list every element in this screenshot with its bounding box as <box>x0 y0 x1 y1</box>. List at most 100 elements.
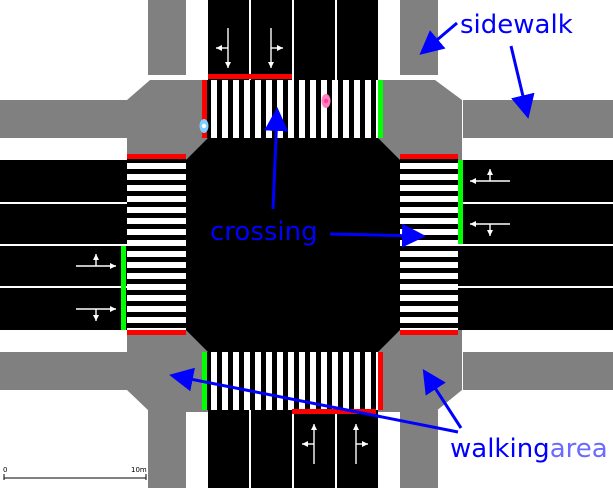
sidewalk-arrow-1 <box>419 21 458 55</box>
sidewalk <box>0 352 150 390</box>
scale-bar: 0 10m <box>3 466 147 480</box>
crossing-stripe <box>127 240 186 246</box>
pedestrian-icon <box>323 98 329 104</box>
annotation-arrows <box>169 21 535 434</box>
lane-divider <box>335 410 337 488</box>
walkingarea-label: walkingarea <box>450 434 608 464</box>
lane-arrows <box>76 28 510 464</box>
walkingarea-label-area: area <box>550 434 608 464</box>
crossing-stripe <box>127 317 186 323</box>
sidewalk <box>0 100 150 138</box>
crossing-stripe <box>400 273 458 279</box>
sidewalk <box>400 0 438 75</box>
crossing-stripe <box>400 163 458 169</box>
crossing-stripe <box>244 80 250 138</box>
lane-divider <box>292 0 294 80</box>
lane-arrow-icon <box>487 169 493 175</box>
lane-arrow-icon <box>110 263 116 269</box>
signal-bar <box>400 330 458 335</box>
crossing-stripe <box>400 174 458 180</box>
crossing-stripe <box>127 207 186 213</box>
crossing-stripe <box>233 80 239 138</box>
signal-bar <box>400 154 458 159</box>
crossing-stripe <box>321 80 327 138</box>
crossing-stripe <box>127 196 186 202</box>
lane-divider <box>292 410 294 488</box>
signal-bar <box>458 160 463 244</box>
crossing-stripe <box>400 262 458 268</box>
lane-arrow-icon <box>277 45 283 51</box>
crossing-stripe <box>354 352 360 410</box>
lane-divider <box>0 244 130 246</box>
crossing-stripe <box>321 352 327 410</box>
crossing-stripe <box>400 251 458 257</box>
crossing-stripe <box>400 306 458 312</box>
crossing-stripe <box>365 80 371 138</box>
sidewalk-arrow-2 <box>509 45 535 119</box>
crossing-stripe <box>222 80 228 138</box>
sidewalk <box>463 352 613 390</box>
crossing-stripe <box>400 229 458 235</box>
signal-bar <box>202 80 207 138</box>
crossing-stripe <box>400 295 458 301</box>
lane-divider <box>0 202 130 204</box>
crossing-stripe <box>310 352 316 410</box>
signal-bar <box>127 330 186 335</box>
lane-divider <box>249 0 251 80</box>
crossing-stripe <box>343 80 349 138</box>
crossing-stripe <box>255 352 261 410</box>
crossing-stripe <box>310 80 316 138</box>
lane-arrow-icon <box>470 178 476 184</box>
lane-arrow-icon <box>110 306 116 312</box>
crossing-arrow-2 <box>329 223 426 248</box>
crossing-stripe <box>343 352 349 410</box>
lane-divider <box>249 410 251 488</box>
crossings <box>127 80 458 410</box>
lane-arrow-icon <box>225 62 231 68</box>
crossing-stripe <box>354 80 360 138</box>
lane-arrow-icon <box>487 230 493 236</box>
lane-divider <box>335 0 337 80</box>
crossing-stripe <box>127 174 186 180</box>
scale-end-label: 10m <box>131 466 147 474</box>
crossing-stripe <box>400 196 458 202</box>
crossing-stripe <box>365 352 371 410</box>
crossing-stripe <box>244 352 250 410</box>
lane-arrow-icon <box>93 254 99 260</box>
signal-bar <box>208 74 292 79</box>
crossing-label: crossing <box>210 217 318 247</box>
crossing-stripe <box>400 185 458 191</box>
signal-bar <box>378 352 383 410</box>
crossing-stripe <box>211 352 217 410</box>
signal-bar <box>378 80 383 138</box>
crossing-stripe <box>127 306 186 312</box>
crossing-stripe <box>288 80 294 138</box>
crossing-stripe <box>127 185 186 191</box>
lane-arrow-icon <box>268 62 274 68</box>
lane-arrow-icon <box>362 441 368 447</box>
crossing-stripe <box>400 207 458 213</box>
crossing-stripe <box>233 352 239 410</box>
lane-arrow-icon <box>216 45 222 51</box>
crossing-stripe <box>288 352 294 410</box>
crossing-stripe <box>299 352 305 410</box>
crossing-stripe <box>127 295 186 301</box>
lane-divider <box>0 286 130 288</box>
lane-arrow-icon <box>311 424 317 430</box>
lane-divider <box>458 202 613 204</box>
walkingarea-label-walking: walking <box>450 434 550 464</box>
sidewalk <box>148 0 186 75</box>
crossing-stripe <box>266 80 272 138</box>
crossing-stripe <box>127 284 186 290</box>
sidewalk-label: sidewalk <box>460 10 573 40</box>
signal-bar <box>127 154 186 159</box>
walkingarea-arrow-1 <box>169 367 459 434</box>
crossing-stripe <box>266 352 272 410</box>
crossing-arrow-1 <box>264 107 289 210</box>
crossing-stripe <box>127 163 186 169</box>
crossing-stripe <box>400 218 458 224</box>
sidewalk <box>463 100 613 138</box>
crossing-stripe <box>400 240 458 246</box>
